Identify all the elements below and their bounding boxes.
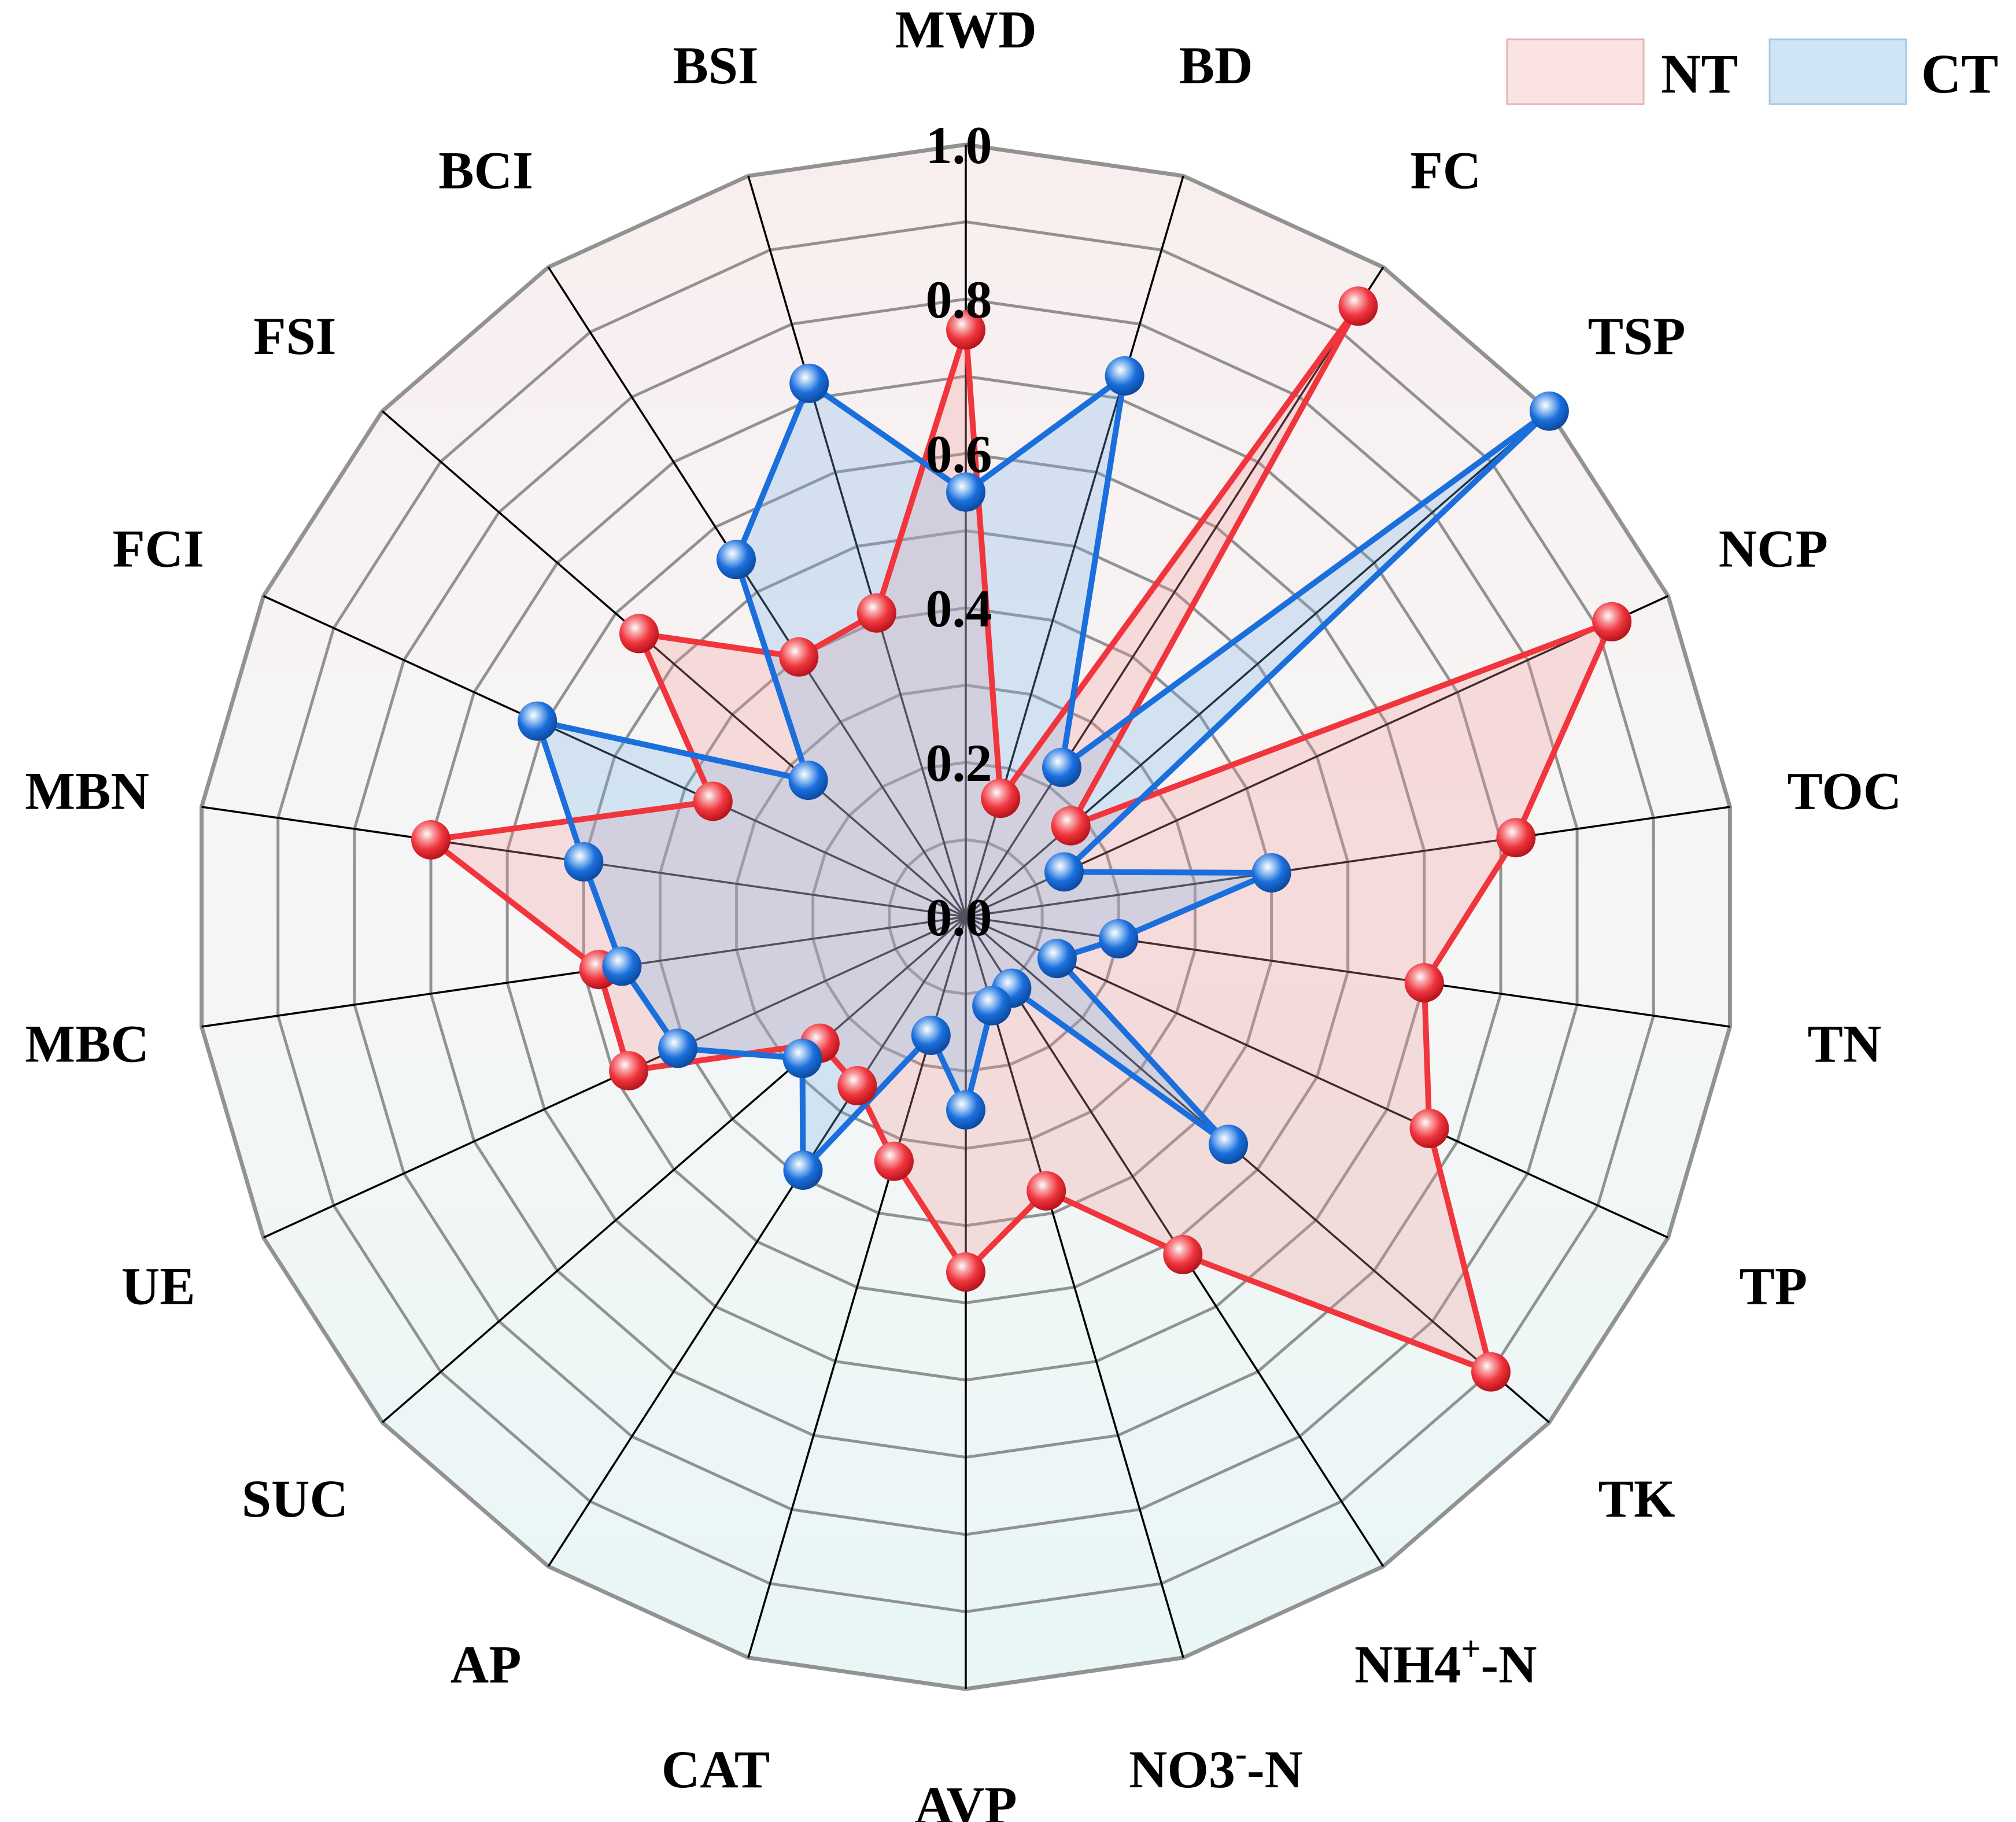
point-nt-FCI [693, 781, 733, 821]
spoke-TN [965, 916, 1730, 1028]
point-ct-NCP [1044, 852, 1084, 892]
point-ct-MBC [602, 946, 642, 986]
point-ct-AVP [946, 1090, 985, 1130]
point-ct-BSI [789, 363, 829, 403]
axis-label-BCI: BCI [438, 141, 533, 200]
axis-labels: MWD BD FC TSP NCP TOC TN TP TK NH4+-N NO3--N AVP CAT… [25, 0, 1901, 1822]
point-ct-SUC [782, 1038, 822, 1078]
spoke-NO3--N [965, 916, 1184, 1658]
axis-label-FSI: FSI [253, 307, 336, 366]
spoke-FSI [381, 410, 967, 918]
axis-label-TP: TP [1740, 1257, 1808, 1316]
point-ct-TN [1099, 919, 1139, 958]
spoke-FC [965, 266, 1384, 917]
point-ct-UE [658, 1028, 698, 1068]
point-nt-NO3--N [1027, 1171, 1066, 1211]
axis-label-MBC: MBC [25, 1015, 149, 1074]
point-nt-AP [837, 1066, 877, 1105]
spoke-BSI [747, 175, 967, 917]
point-nt-TSP [1051, 806, 1091, 846]
axis-label-SUC: SUC [242, 1469, 348, 1528]
spoke-AP [547, 916, 967, 1567]
tick-label: 0.2 [926, 733, 992, 792]
axis-label-MWD: MWD [895, 0, 1036, 59]
point-ct-NO3--N [972, 986, 1012, 1026]
spoke-FCI [263, 595, 966, 918]
point-ct-FCI [518, 701, 557, 741]
spoke-TOC [965, 806, 1730, 918]
point-nt-TN [1404, 963, 1444, 1002]
point-ct-FSI [788, 761, 828, 800]
point-ct-AP [783, 1150, 823, 1190]
point-nt-NH4+-N [1163, 1235, 1203, 1274]
point-ct-MWD [946, 472, 985, 512]
point-nt-CAT [874, 1141, 914, 1181]
point-nt-AVP [946, 1252, 985, 1292]
legend-label-nt: NT [1661, 43, 1738, 105]
point-nt-NCP [1592, 602, 1632, 641]
point-ct-TK [1209, 1124, 1248, 1164]
point-nt-TP [1409, 1109, 1449, 1148]
tick-label: 0.6 [926, 425, 992, 484]
point-nt-FC [1338, 286, 1378, 326]
axis-label-TK: TK [1598, 1469, 1675, 1528]
legend-swatch-ct [1768, 38, 1907, 105]
point-nt-UE [609, 1051, 649, 1091]
tick-label: 1.0 [926, 116, 992, 175]
axis-label-NH4+-N: NH4+-N [1354, 1629, 1537, 1694]
point-ct-TSP [1529, 391, 1569, 431]
spoke-TP [965, 916, 1669, 1239]
axis-label-NCP: NCP [1719, 519, 1828, 578]
axis-label-CAT: CAT [662, 1740, 770, 1799]
axis-label-AVP: AVP [914, 1776, 1017, 1822]
point-ct-BCI [717, 540, 756, 580]
legend: NT CT [1506, 38, 1998, 105]
point-ct-TP [1037, 939, 1077, 979]
point-ct-FC [1042, 747, 1081, 787]
axis-label-TOC: TOC [1788, 762, 1902, 821]
axis-label-BD: BD [1179, 36, 1253, 95]
axis-label-AP: AP [451, 1635, 522, 1694]
spoke-SUC [381, 916, 967, 1423]
spoke-TK [965, 916, 1550, 1423]
point-nt-BCI [779, 637, 819, 677]
point-ct-CAT [911, 1015, 951, 1055]
point-ct-TOC [1251, 853, 1291, 892]
tick-label: 0.0 [926, 888, 992, 947]
axis-label-FC: FC [1411, 141, 1482, 200]
point-nt-FSI [619, 614, 659, 654]
radar-series [411, 286, 1632, 1392]
axis-label-BSI: BSI [673, 36, 758, 95]
tick-label: 0.8 [926, 270, 992, 329]
axis-label-TSP: TSP [1588, 307, 1686, 366]
point-nt-BD [981, 779, 1021, 818]
series-area-nt [431, 306, 1612, 1372]
axis-label-NO3--N: NO3--N [1129, 1735, 1303, 1799]
radial-tick-labels: 0.0 0.2 0.4 0.6 0.8 1.0 [926, 116, 992, 947]
radar-spokes [201, 145, 1730, 1689]
axis-label-UE: UE [121, 1257, 195, 1316]
point-nt-BSI [856, 593, 896, 633]
point-nt-TK [1471, 1352, 1511, 1392]
point-nt-TOC [1496, 818, 1536, 858]
point-ct-BD [1105, 356, 1144, 396]
axis-label-FCI: FCI [112, 519, 204, 578]
point-ct-MBN [564, 842, 604, 882]
legend-label-ct: CT [1921, 43, 1998, 105]
point-nt-MWD [946, 310, 985, 350]
axis-label-MBN: MBN [25, 762, 149, 821]
legend-swatch-nt [1506, 38, 1645, 105]
axis-label-TN: TN [1807, 1015, 1881, 1074]
spoke-BCI [547, 266, 967, 917]
point-nt-MBN [411, 820, 451, 860]
spoke-NCP [965, 595, 1669, 918]
tick-label: 0.4 [926, 579, 992, 638]
